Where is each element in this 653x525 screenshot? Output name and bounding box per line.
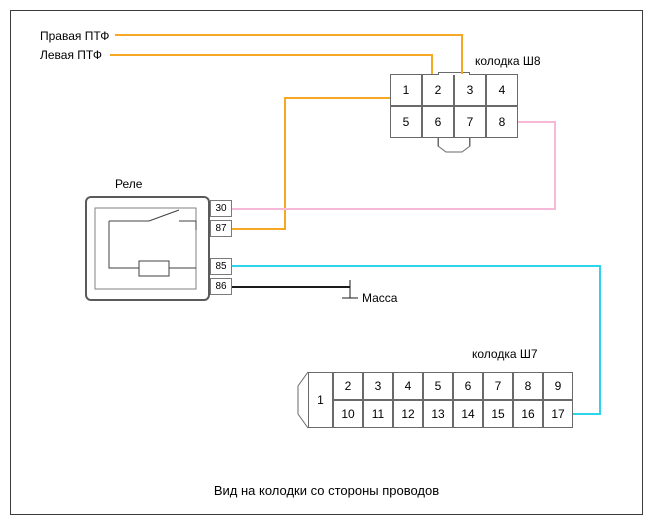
sh7-pin-15: 15 xyxy=(483,400,513,428)
sh8-pin-1: 1 xyxy=(390,74,422,106)
sh7-pin-7: 7 xyxy=(483,372,513,400)
sh8-pin-8: 8 xyxy=(486,106,518,138)
relay-pin-30: 30 xyxy=(210,200,232,217)
sh7-pin-14: 14 xyxy=(453,400,483,428)
sh7-pin-13: 13 xyxy=(423,400,453,428)
caption-text: Вид на колодки со стороны проводов xyxy=(0,483,653,498)
sh7-pin-6: 6 xyxy=(453,372,483,400)
sh7-pin-12: 12 xyxy=(393,400,423,428)
label-sh8: колодка Ш8 xyxy=(475,54,541,68)
sh8-pin-2: 2 xyxy=(422,74,454,106)
sh7-pin-8: 8 xyxy=(513,372,543,400)
sh7-pin-16: 16 xyxy=(513,400,543,428)
sh7-pin-3: 3 xyxy=(363,372,393,400)
label-left-ptf: Левая ПТФ xyxy=(40,48,102,62)
label-relay: Реле xyxy=(115,177,142,191)
label-right-ptf: Правая ПТФ xyxy=(40,29,109,43)
sh8-notch-top xyxy=(438,72,470,75)
relay-pin-85: 85 xyxy=(210,258,232,275)
sh8-pin-3: 3 xyxy=(454,74,486,106)
sh8-pin-5: 5 xyxy=(390,106,422,138)
relay-body xyxy=(85,196,210,301)
relay-pin-87: 87 xyxy=(210,220,232,237)
sh7-pin-11: 11 xyxy=(363,400,393,428)
relay-pin-86: 86 xyxy=(210,278,232,295)
sh7-pin-5: 5 xyxy=(423,372,453,400)
sh7-pin-2: 2 xyxy=(333,372,363,400)
sh8-pin-4: 4 xyxy=(486,74,518,106)
label-ground: Масса xyxy=(362,291,397,305)
sh7-pin-4: 4 xyxy=(393,372,423,400)
diagram-canvas: Правая ПТФ Левая ПТФ Реле колодка Ш8 кол… xyxy=(0,0,653,525)
sh8-notch-bottom xyxy=(438,138,470,146)
sh8-pin-6: 6 xyxy=(422,106,454,138)
sh7-pin-1: 1 xyxy=(308,372,333,428)
sh7-pin-9: 9 xyxy=(543,372,573,400)
sh7-pin-10: 10 xyxy=(333,400,363,428)
sh8-pin-7: 7 xyxy=(454,106,486,138)
sh7-pin-17: 17 xyxy=(543,400,573,428)
label-sh7: колодка Ш7 xyxy=(472,347,538,361)
